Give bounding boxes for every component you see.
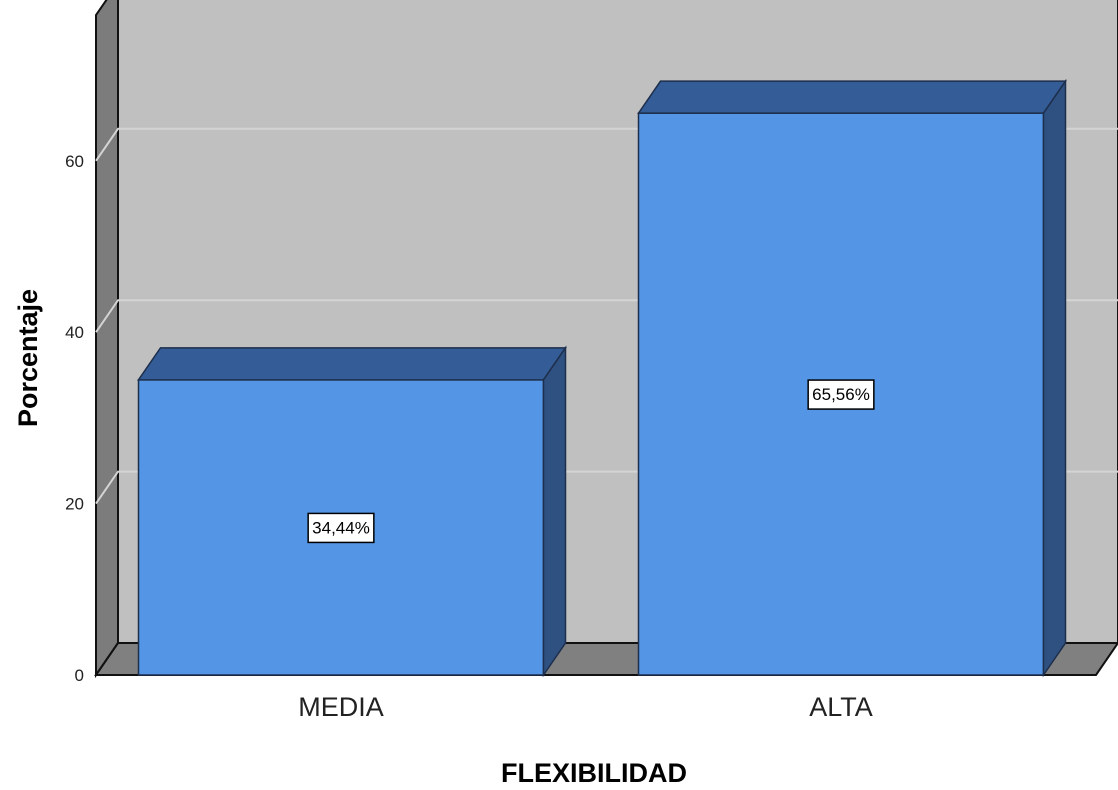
data-label-box (807, 379, 875, 410)
x-category-label: ALTA (809, 692, 873, 722)
bar-side (542, 345, 567, 678)
data-labels: 34,44% 65,56% (307, 379, 875, 544)
x-category-label: MEDIA (298, 692, 384, 722)
x-axis-title: FLEXIBILIDAD (501, 758, 687, 788)
left-wall (95, 0, 119, 679)
data-label-text: 34,44% (312, 518, 370, 537)
y-tick-label: 20 (65, 495, 84, 514)
data-label-box (307, 512, 375, 544)
bar-media (137, 345, 567, 678)
data-label: 65,56% (807, 379, 875, 410)
bar-side (1042, 78, 1067, 678)
y-tick-label: 0 (75, 666, 84, 685)
bar-top (637, 80, 1067, 114)
bar-top (137, 347, 567, 381)
x-axis-categories: MEDIA ALTA (298, 692, 873, 722)
y-axis-ticks: 0 20 40 60 (65, 152, 84, 685)
y-tick-label: 40 (65, 323, 84, 342)
data-label-text: 65,56% (812, 385, 870, 404)
y-tick-label: 60 (65, 152, 84, 171)
data-label: 34,44% (307, 512, 375, 544)
y-axis-title: Porcentaje (13, 289, 43, 427)
bar-alta (637, 78, 1067, 678)
